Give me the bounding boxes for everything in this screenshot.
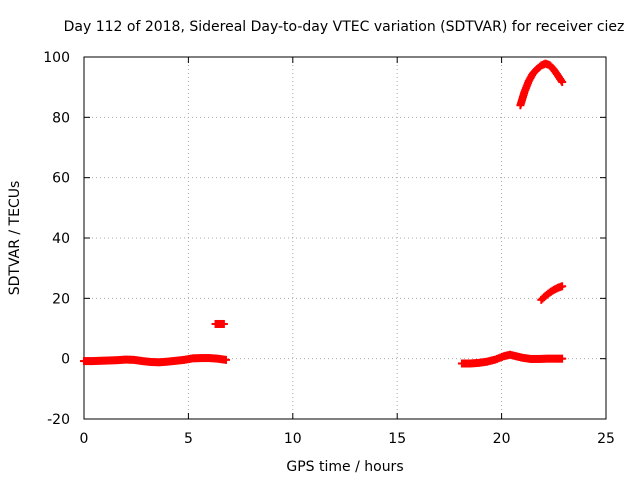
x-tick-label: 10 bbox=[284, 431, 302, 447]
data-point bbox=[558, 354, 567, 363]
y-tick-label: 80 bbox=[52, 110, 70, 126]
y-tick-label: 20 bbox=[52, 291, 70, 307]
y-tick-label: 40 bbox=[52, 231, 70, 247]
y-axis-label: SDTVAR / TECUs bbox=[7, 181, 23, 296]
y-tick-label: -20 bbox=[47, 412, 70, 428]
axis-ticks: 0 5 10 15 20 25 -20 0 20 40 60 80 100 bbox=[43, 50, 615, 447]
y-tick-label: 100 bbox=[43, 50, 70, 66]
data-point bbox=[557, 76, 566, 85]
x-tick-label: 5 bbox=[184, 431, 193, 447]
y-tick-label: 60 bbox=[52, 171, 70, 187]
data-point bbox=[219, 319, 228, 328]
x-tick-label: 25 bbox=[597, 431, 615, 447]
chart-title: Day 112 of 2018, Sidereal Day-to-day VTE… bbox=[64, 19, 625, 35]
data-point bbox=[221, 355, 230, 364]
grid-lines bbox=[84, 57, 606, 419]
y-tick-label: 0 bbox=[61, 352, 70, 368]
x-axis-label: GPS time / hours bbox=[286, 459, 403, 475]
data-point bbox=[558, 282, 567, 291]
x-tick-label: 20 bbox=[493, 431, 511, 447]
data-point bbox=[558, 78, 567, 87]
data-points bbox=[80, 59, 567, 368]
x-tick-label: 15 bbox=[388, 431, 406, 447]
x-tick-label: 0 bbox=[80, 431, 89, 447]
